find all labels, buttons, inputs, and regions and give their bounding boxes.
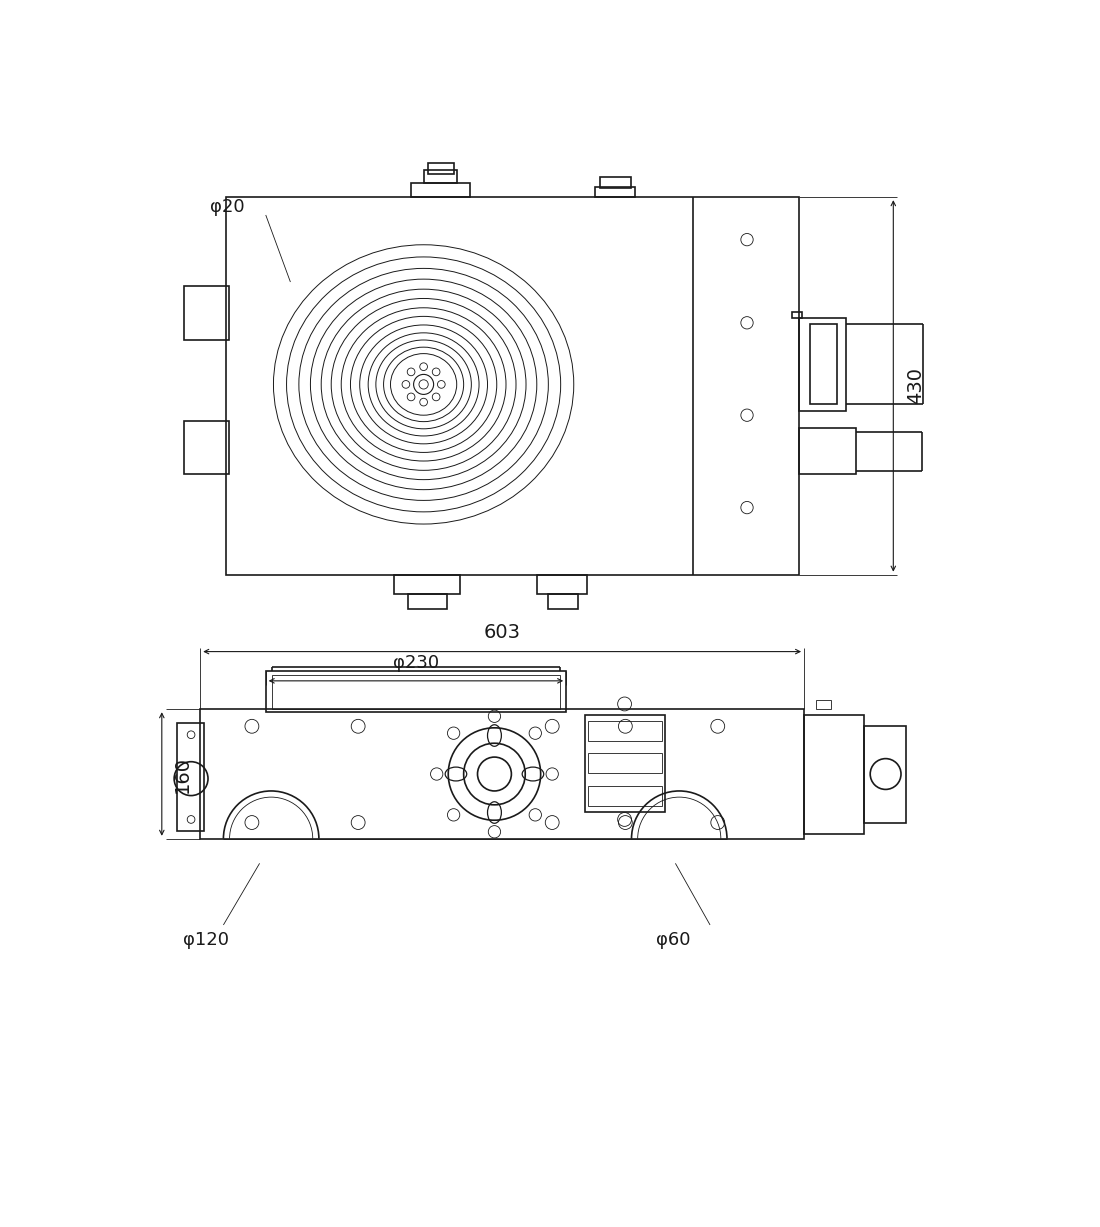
Bar <box>408 594 447 610</box>
Bar <box>804 715 865 834</box>
Bar <box>200 709 804 839</box>
Bar <box>600 177 630 188</box>
Bar <box>792 312 802 318</box>
Bar <box>428 163 453 174</box>
Bar <box>266 671 566 712</box>
Bar <box>272 675 560 709</box>
Text: φ20: φ20 <box>209 199 244 216</box>
Text: φ230: φ230 <box>393 654 439 671</box>
Bar <box>595 187 636 198</box>
Bar <box>424 169 458 183</box>
Bar <box>411 183 470 198</box>
Text: φ120: φ120 <box>183 931 229 950</box>
Bar <box>810 324 837 405</box>
Bar <box>548 594 578 610</box>
Text: φ60: φ60 <box>656 931 691 950</box>
Bar <box>865 726 906 823</box>
Text: 603: 603 <box>484 623 520 643</box>
Text: 160: 160 <box>173 756 191 793</box>
Bar <box>584 715 666 812</box>
Bar <box>799 428 856 475</box>
Text: 430: 430 <box>905 367 925 405</box>
Bar <box>588 785 661 806</box>
Bar <box>815 701 830 709</box>
Bar <box>227 198 799 574</box>
Bar <box>177 723 205 831</box>
Bar <box>588 721 661 741</box>
Bar <box>537 574 586 594</box>
Bar <box>395 574 460 594</box>
Bar <box>184 421 229 475</box>
Bar <box>799 318 846 411</box>
Bar <box>588 753 661 773</box>
Bar <box>184 286 229 340</box>
